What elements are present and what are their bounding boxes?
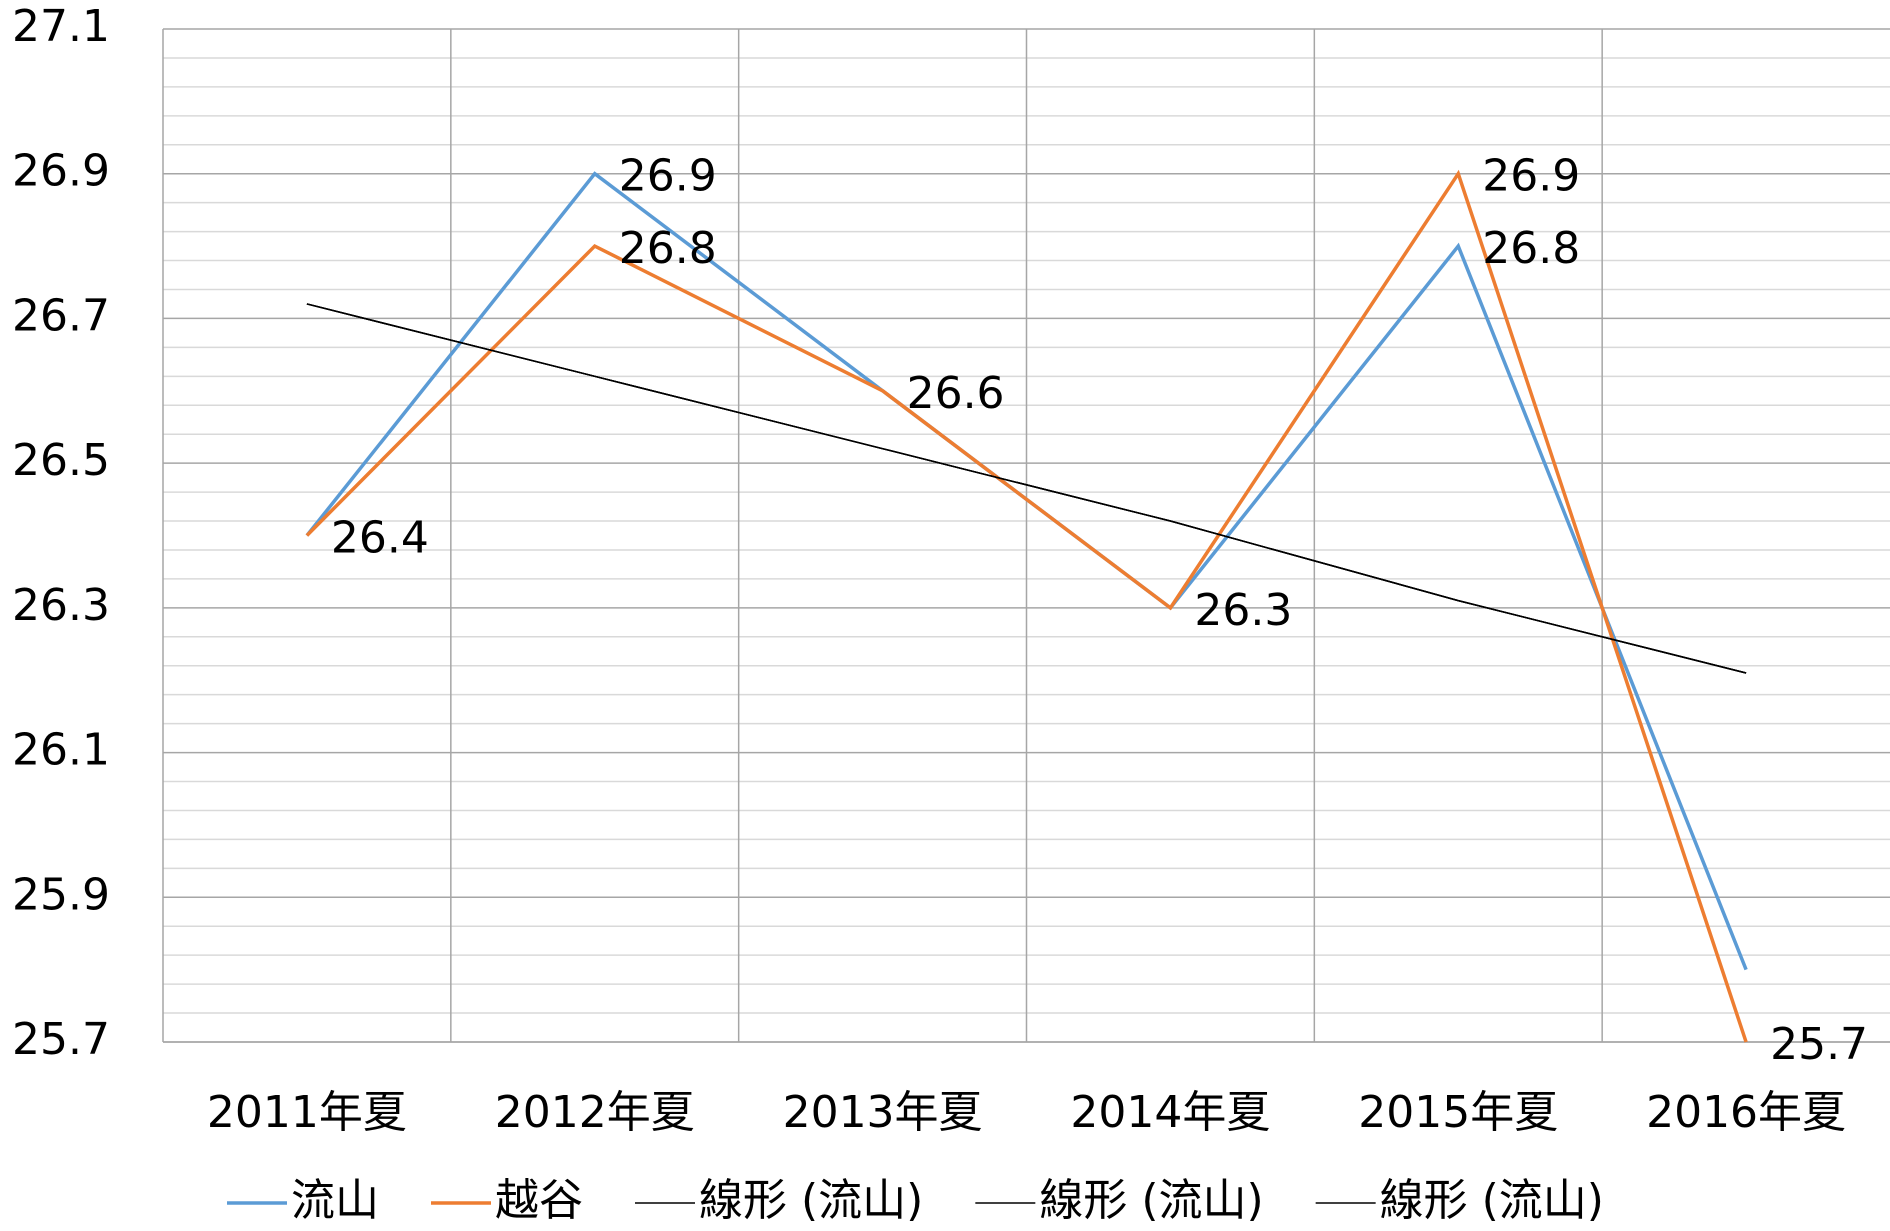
y-tick-label: 25.7 [12, 1014, 110, 1065]
trend-line [306, 303, 1747, 674]
y-tick-label: 26.9 [12, 146, 110, 197]
line [305, 169, 1748, 1043]
data-label: 26.3 [1194, 585, 1292, 636]
x-tick-label: 2015年夏 [1358, 1087, 1558, 1138]
legend-label: 越谷 [495, 1175, 583, 1226]
data-label: 25.7 [1770, 1019, 1868, 1070]
data-label: 26.4 [331, 513, 429, 564]
y-tick-label: 26.5 [12, 435, 110, 486]
legend-label: 流山 [291, 1175, 379, 1226]
data-label: 26.8 [619, 223, 717, 274]
x-tick-label: 2012年夏 [495, 1087, 695, 1138]
data-label: 26.8 [1482, 223, 1580, 274]
legend-label: 線形 (流山) [1039, 1175, 1263, 1226]
data-label: 26.9 [1482, 151, 1580, 202]
x-tick-label: 2013年夏 [783, 1087, 983, 1138]
y-tick-label: 26.3 [12, 580, 110, 631]
y-tick-label: 26.7 [12, 290, 110, 341]
x-tick-label: 2011年夏 [207, 1087, 407, 1138]
legend-label: 線形 (流山) [1380, 1175, 1604, 1226]
legend-label: 線形 (流山) [699, 1175, 923, 1226]
x-tick-label: 2014年夏 [1070, 1087, 1270, 1138]
x-tick-label: 2016年夏 [1646, 1087, 1846, 1138]
y-tick-label: 25.9 [12, 869, 110, 920]
y-tick-label: 26.1 [12, 725, 110, 776]
y-tick-label: 27.1 [12, 1, 110, 52]
data-label: 26.6 [907, 368, 1005, 419]
data-label: 26.9 [619, 151, 717, 202]
